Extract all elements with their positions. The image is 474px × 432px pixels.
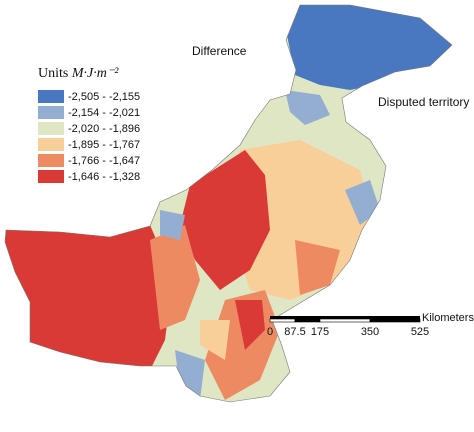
legend-swatch bbox=[38, 154, 64, 167]
legend-label: -1,895 - -1,767 bbox=[68, 139, 140, 151]
scale-unit: Kilometers bbox=[422, 312, 474, 324]
legend-swatch bbox=[38, 106, 64, 119]
legend-swatch bbox=[38, 170, 64, 183]
scale-segment bbox=[295, 316, 320, 319]
legend-swatch bbox=[38, 138, 64, 151]
region bbox=[180, 150, 270, 290]
scale-tick-label: 175 bbox=[311, 326, 329, 338]
legend-label: -2,505 - -2,155 bbox=[68, 91, 140, 103]
map-title: Difference bbox=[192, 44, 247, 58]
legend-label: -1,766 - -1,647 bbox=[68, 155, 140, 167]
region bbox=[235, 300, 265, 350]
scale-segment bbox=[294, 318, 321, 323]
scale-segment bbox=[320, 316, 370, 319]
legend-title-text: Units bbox=[38, 66, 68, 81]
scale-tick-label: 350 bbox=[361, 326, 379, 338]
scale-segment bbox=[269, 318, 296, 323]
scale-segment bbox=[319, 318, 371, 323]
legend-title: Units M·J·m⁻² bbox=[38, 66, 119, 81]
region bbox=[150, 225, 200, 330]
scale-bar: 0 87.5 175 350 525 Kilometers bbox=[267, 312, 474, 338]
region bbox=[295, 240, 340, 295]
scale-segment bbox=[369, 318, 421, 323]
scale-tick-label: 0 bbox=[267, 326, 273, 338]
scale-tick-label: 525 bbox=[411, 326, 429, 338]
legend-swatch bbox=[38, 90, 64, 103]
region bbox=[345, 180, 380, 225]
legend-label: -2,154 - -2,021 bbox=[68, 107, 140, 119]
legend-label: -2,020 - -1,896 bbox=[68, 123, 140, 135]
legend: -2,505 - -2,155 -2,154 - -2,021 -2,020 - -… bbox=[38, 90, 140, 183]
region bbox=[230, 140, 375, 300]
region bbox=[5, 225, 170, 370]
legend-unit: M·J·m⁻² bbox=[71, 66, 119, 81]
scale-segment bbox=[370, 316, 420, 319]
scale-segment bbox=[270, 316, 295, 319]
legend-swatch bbox=[38, 122, 64, 135]
scale-tick-label: 87.5 bbox=[284, 326, 305, 338]
annotation: Disputed territory bbox=[378, 95, 469, 109]
country-outline bbox=[4, 4, 453, 403]
region bbox=[200, 320, 230, 360]
legend-label: -1,646 - -1,328 bbox=[68, 171, 140, 183]
region bbox=[160, 210, 185, 240]
region bbox=[285, 90, 330, 125]
region bbox=[280, 5, 452, 90]
